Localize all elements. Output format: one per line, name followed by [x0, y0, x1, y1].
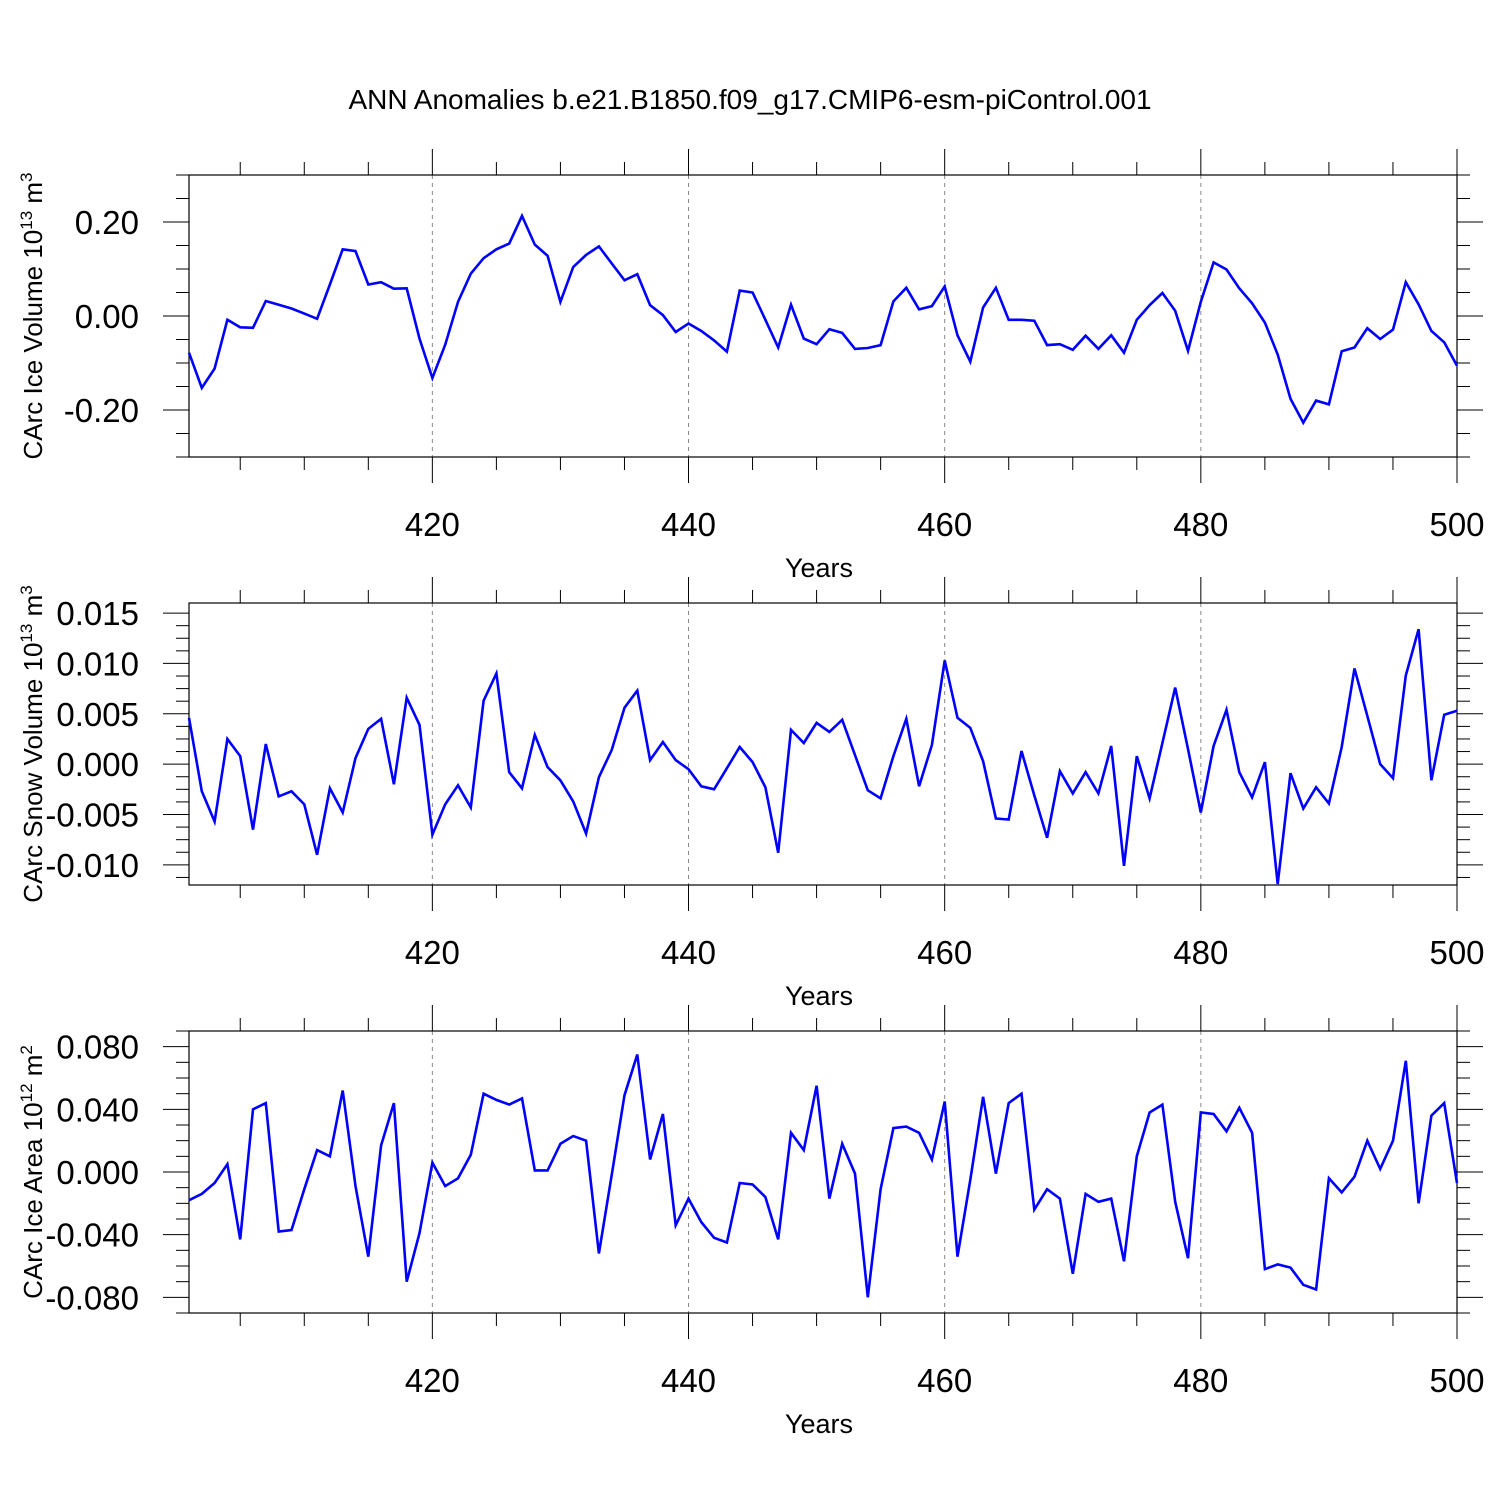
y-tick-label: 0.20	[75, 204, 139, 241]
y-tick-label: 0.010	[56, 645, 139, 682]
series-line	[187, 628, 1458, 885]
y-tick-label: 0.080	[56, 1029, 139, 1066]
y-tick-label: 0.000	[56, 1154, 139, 1191]
chart-panel-1: 420 440 460 480 500 -0.20 0.00 0.20 Years CArc Ic…	[17, 149, 1485, 583]
y-axis-label: CArc Ice Volume 1013 m3	[17, 172, 48, 459]
chart-panel-2: 420 440 460 480 500 -0.010 -0.005 0.000 0.005 0.0…	[17, 577, 1485, 1011]
plot-frame	[188, 174, 1458, 458]
x-tick-label: 500	[1429, 1362, 1484, 1399]
y-tick-label: -0.010	[45, 847, 139, 884]
y-tick-label: -0.040	[45, 1217, 139, 1254]
series-line	[187, 212, 1459, 426]
x-tick-label: 440	[661, 506, 716, 543]
x-tick-label: 460	[917, 1362, 972, 1399]
x-tick-label: 420	[405, 934, 460, 971]
x-tick-label: 480	[1173, 506, 1228, 543]
x-tick-label: 500	[1429, 934, 1484, 971]
x-tick-label: 460	[917, 934, 972, 971]
y-axis-label: CArc Snow Volume 1013 m3	[17, 585, 48, 902]
x-tick-label: 440	[661, 934, 716, 971]
x-tick-label: 440	[661, 1362, 716, 1399]
y-tick-label: 0.000	[56, 746, 139, 783]
x-tick-label: 480	[1173, 934, 1228, 971]
y-tick-label: 0.005	[56, 696, 139, 733]
x-axis-label: Years	[785, 1409, 853, 1439]
x-tick-label: 480	[1173, 1362, 1228, 1399]
x-axis-label: Years	[785, 981, 853, 1011]
x-tick-label: 420	[405, 1362, 460, 1399]
plot-frame	[188, 1030, 1458, 1314]
x-tick-label: 500	[1429, 506, 1484, 543]
y-tick-label: 0.015	[56, 595, 139, 632]
series-line	[188, 1054, 1459, 1298]
x-tick-label: 460	[917, 506, 972, 543]
y-tick-label: -0.20	[64, 392, 139, 429]
y-tick-label: -0.080	[45, 1279, 139, 1316]
x-tick-label: 420	[405, 506, 460, 543]
plot-frame	[188, 602, 1458, 886]
y-tick-label: 0.040	[56, 1091, 139, 1128]
chart-panel-3: 420 440 460 480 500 -0.080 -0.040 0.000 0.040 0.0…	[17, 1005, 1485, 1439]
y-tick-label: -0.005	[45, 797, 139, 834]
y-tick-label: 0.00	[75, 298, 139, 335]
chart-title: ANN Anomalies b.e21.B1850.f09_g17.CMIP6-…	[348, 84, 1152, 115]
y-axis-label: CArc Ice Area 1012 m2	[17, 1045, 48, 1299]
x-axis-label: Years	[785, 553, 853, 583]
